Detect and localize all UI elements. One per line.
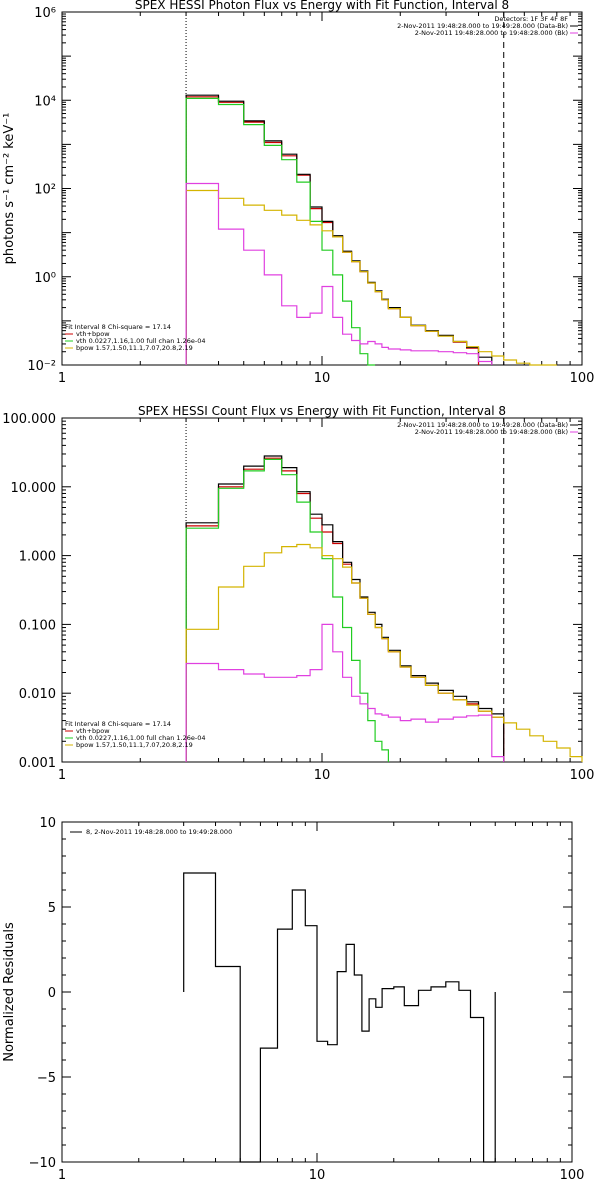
x-tick-label-0: 1 [58,371,66,386]
chart-title-0: SPEX HESSI Photon Flux vs Energy with Fi… [135,0,509,12]
legend-bottom-text-1: vth 0.0227,1.16,1.00 full chan 1.26e-04 [76,734,206,742]
y-tick-label-1: 0.010 [19,687,56,702]
x-tick-label-2: 100 [560,1168,585,1183]
y-tick-label-0: 10⁰ [34,271,56,286]
legend-bottom-text-0: vth 0.0227,1.16,1.00 full chan 1.26e-04 [76,337,206,345]
y-tick-label-2: −5 [37,1071,56,1086]
legend-bottom-text-0: bpow 1.57,1.50,11.1,7.07,20.8,2.19 [76,344,193,352]
series-line-1-2 [185,458,389,762]
legend-bottom-text-1: bpow 1.57,1.50,11.1,7.07,20.8,2.19 [76,741,193,749]
x-tick-label-1: 100 [570,768,595,783]
y-tick-label-2: 0 [48,986,56,1001]
y-tick-label-0: 10⁴ [34,94,56,109]
y-tick-label-2: −10 [29,1156,56,1171]
legend-bottom-text-0: Fit Interval 8 Chi-square = 17.14 [65,323,171,331]
legend-text-0: 2-Nov-2011 19:48:28.000 to 19:49:28.000 … [397,22,568,30]
y-tick-label-1: 100.000 [2,412,56,427]
series-line-1-4 [185,623,505,762]
x-tick-label-1: 1 [58,768,66,783]
legend-text-1: 2-Nov-2011 19:48:28.000 to 19:49:28.000 … [397,421,568,429]
legend-text-1: 2-Nov-2011 19:48:28.000 to 19:48:28.000 … [415,428,568,436]
y-tick-label-1: 1.000 [19,550,56,565]
series-line-0-4 [185,182,493,365]
legend-bottom-text-1: vth+bpow [76,727,110,735]
y-tick-label-0: 10² [34,183,56,198]
legend-bottom-text-0: vth+bpow [76,330,110,338]
series-line-1-3 [185,543,583,762]
y-tick-label-1: 0.100 [19,618,56,633]
x-tick-label-2: 1 [58,1168,66,1183]
y-tick-label-0: 10⁶ [34,6,56,21]
y-tick-label-2: 10 [39,816,56,831]
series-line-0-3 [185,189,557,366]
legend-text-2: 8, 2-Nov-2011 19:48:28.000 to 19:49:28.0… [86,828,232,836]
chart-title-1: SPEX HESSI Count Flux vs Energy with Fit… [138,404,506,418]
y-tick-label-1: 0.001 [19,756,56,771]
series-line-2-0 [183,872,496,1163]
x-tick-label-1: 10 [314,768,331,783]
y-tick-label-0: 10⁻² [27,359,56,374]
y-axis-label-0: photons s⁻¹ cm⁻² keV⁻¹ [2,113,17,265]
x-tick-label-2: 10 [309,1168,326,1183]
y-axis-label-2: Normalized Residuals [2,922,17,1062]
x-tick-label-0: 100 [570,371,595,386]
legend-bottom-text-1: Fit Interval 8 Chi-square = 17.14 [65,720,171,728]
y-tick-label-2: 5 [48,901,56,916]
legend-text-0: 2-Nov-2011 19:48:28.000 to 19:48:28.000 … [415,29,568,37]
legend-text-0: Detectors: 1F 3F 4F 8F [494,15,568,23]
y-tick-label-1: 10.000 [11,481,57,496]
series-line-0-1 [185,94,493,365]
x-tick-label-0: 10 [314,371,331,386]
